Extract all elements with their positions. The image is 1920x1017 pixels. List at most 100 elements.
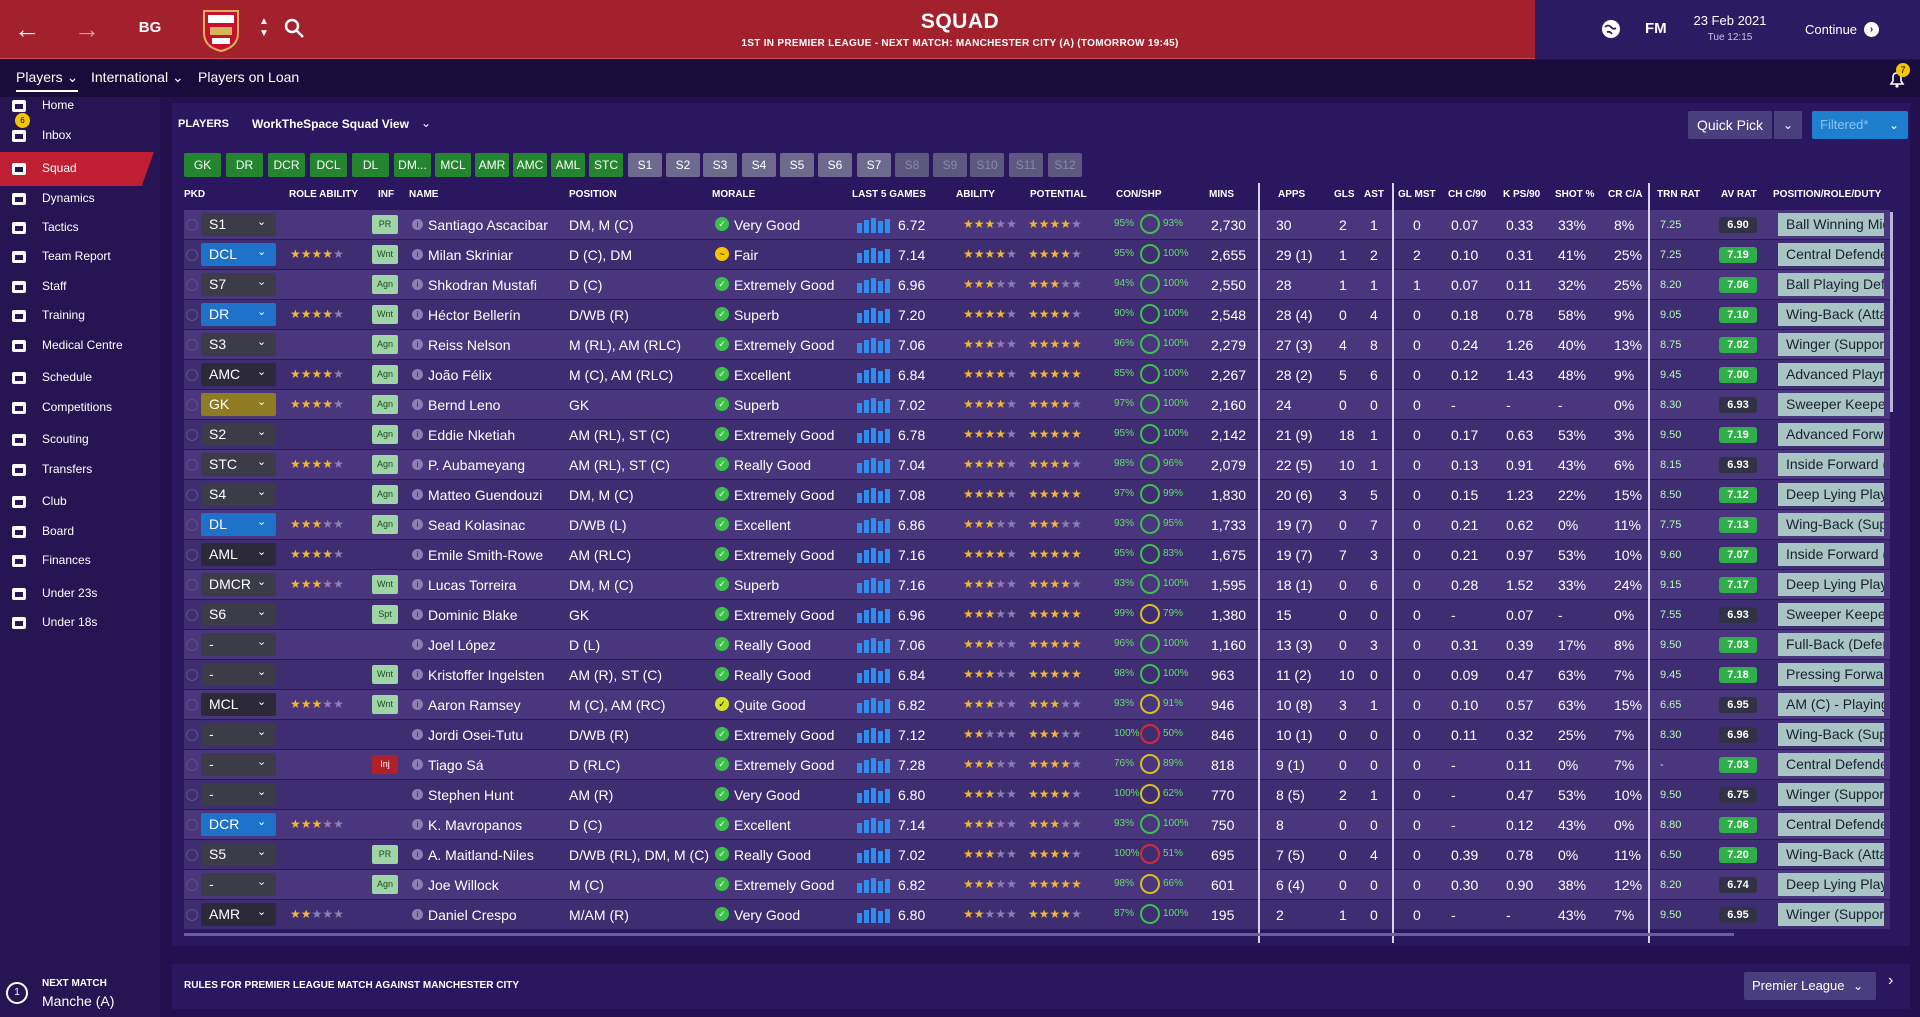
player-name[interactable]: Héctor Bellerín — [428, 307, 521, 323]
pick-checkbox[interactable] — [186, 549, 198, 561]
column-header-ability[interactable]: ABILITY — [956, 189, 995, 200]
sidebar-item-home[interactable]: Home — [0, 89, 160, 123]
pkd-select[interactable]: - ⌄ — [201, 783, 276, 806]
league-selector[interactable]: Premier League — [1744, 972, 1876, 1000]
table-row[interactable]: - ⌄ i Stephen Hunt AM (R) Very Good 6.80 770 8 (… — [184, 780, 1890, 809]
player-name[interactable]: Milan Skriniar — [428, 247, 513, 263]
role-duty-select[interactable]: Central Defender — [1778, 813, 1884, 836]
column-header-ast[interactable]: AST — [1364, 189, 1384, 200]
tab-players[interactable]: Players ⌄ — [16, 69, 79, 92]
player-name[interactable]: Jordi Osei-Tutu — [428, 727, 524, 743]
info-icon[interactable]: i — [412, 909, 423, 920]
table-row[interactable]: AMR ⌄ ★★★★★ i Daniel Crespo M/AM (R) Very Good… — [184, 900, 1890, 929]
role-duty-select[interactable]: AM (C) - Playing — [1778, 693, 1884, 716]
pkd-select[interactable]: - ⌄ — [201, 873, 276, 896]
pick-checkbox[interactable] — [186, 699, 198, 711]
manager-initials[interactable]: BG — [138, 19, 162, 36]
position-filter-amr[interactable]: AMR — [475, 153, 509, 177]
club-switch-icon[interactable]: ▲ ▼ — [259, 16, 269, 39]
table-row[interactable]: S5 ⌄ PR i A. Maitland-Niles D/WB (RL), DM, M … — [184, 840, 1890, 869]
position-filter-s10[interactable]: S10 — [970, 153, 1004, 177]
pkd-select[interactable]: S4 ⌄ — [201, 483, 276, 506]
table-row[interactable]: - ⌄ i Joel López D (L) Really Good 7.06 1,160 13… — [184, 630, 1890, 659]
player-name[interactable]: Santiago Ascacibar — [428, 217, 548, 233]
sidebar-item-under-18s[interactable]: Under 18s — [0, 606, 160, 640]
table-row[interactable]: S6 ⌄ Spt i Dominic Blake GK Extremely Good 6.96… — [184, 600, 1890, 629]
table-row[interactable]: S3 ⌄ Agn i Reiss Nelson M (RL), AM (RLC) Extre… — [184, 330, 1890, 359]
position-filter-s12[interactable]: S12 — [1048, 153, 1082, 177]
role-duty-select[interactable]: Wing-Back (Support) — [1778, 723, 1884, 746]
sidebar-item-dynamics[interactable]: Dynamics — [0, 182, 160, 216]
fm-menu-button[interactable]: FM — [1645, 20, 1667, 37]
continue-button[interactable]: Continue — [1805, 22, 1858, 37]
pkd-select[interactable]: - ⌄ — [201, 663, 276, 686]
horizontal-scrollbar[interactable] — [184, 933, 1734, 936]
column-header-av-rat[interactable]: AV RAT — [1721, 189, 1757, 200]
pkd-select[interactable]: DR ⌄ — [201, 303, 276, 326]
role-duty-select[interactable]: Advanced Playmaker — [1778, 363, 1884, 386]
info-icon[interactable]: i — [412, 819, 423, 830]
position-filter-s4[interactable]: S4 — [742, 153, 776, 177]
pick-checkbox[interactable] — [186, 579, 198, 591]
info-icon[interactable]: i — [412, 609, 423, 620]
sidebar-item-team-report[interactable]: Team Report — [0, 240, 160, 274]
pkd-select[interactable]: S5 ⌄ — [201, 843, 276, 866]
pkd-select[interactable]: S3 ⌄ — [201, 333, 276, 356]
position-filter-amc[interactable]: AMC — [513, 153, 547, 177]
position-filter-s7[interactable]: S7 — [857, 153, 891, 177]
column-header-gls[interactable]: GLS — [1334, 189, 1355, 200]
continue-arrow-icon[interactable]: › — [1864, 22, 1879, 37]
pick-checkbox[interactable] — [186, 249, 198, 261]
column-header-apps[interactable]: APPS — [1278, 189, 1306, 200]
role-duty-select[interactable]: Deep Lying Playmaker — [1778, 573, 1884, 596]
forward-button[interactable]: → — [74, 14, 100, 44]
chevron-down-icon[interactable]: ⌄ — [1888, 118, 1900, 132]
info-icon[interactable]: i — [412, 669, 423, 680]
pick-checkbox[interactable] — [186, 339, 198, 351]
chevron-right-icon[interactable]: › — [1888, 972, 1894, 989]
info-icon[interactable]: i — [412, 729, 423, 740]
player-name[interactable]: Eddie Nketiah — [428, 427, 516, 443]
role-duty-select[interactable]: Ball Playing Defender — [1778, 273, 1884, 296]
table-row[interactable]: MCL ⌄ ★★★★★ Wnt i Aaron Ramsey M (C), AM (RC) Q… — [184, 690, 1890, 719]
position-filter-dcr[interactable]: DCR — [268, 153, 305, 177]
table-row[interactable]: S4 ⌄ Agn i Matteo Guendouzi DM, M (C) Extremel… — [184, 480, 1890, 509]
player-name[interactable]: João Félix — [428, 367, 492, 383]
pick-checkbox[interactable] — [186, 759, 198, 771]
table-row[interactable]: S1 ⌄ PR i Santiago Ascacibar DM, M (C) Very Go… — [184, 210, 1890, 239]
pkd-select[interactable]: AML ⌄ — [201, 543, 276, 566]
role-duty-select[interactable]: Inside Forward (Attack) — [1778, 453, 1884, 476]
info-icon[interactable]: i — [412, 309, 423, 320]
role-duty-select[interactable]: Deep Lying Playmaker — [1778, 483, 1884, 506]
inf-badge[interactable]: Agn — [372, 875, 398, 894]
player-name[interactable]: A. Maitland-Niles — [428, 847, 534, 863]
chevron-down-icon[interactable]: ⌄ — [421, 116, 432, 130]
inf-badge[interactable]: Agn — [372, 335, 398, 354]
pkd-select[interactable]: S1 ⌄ — [201, 213, 276, 236]
pkd-select[interactable]: - ⌄ — [201, 753, 276, 776]
pkd-select[interactable]: DCR ⌄ — [201, 813, 276, 836]
player-name[interactable]: Matteo Guendouzi — [428, 487, 543, 503]
position-filter-s9[interactable]: S9 — [933, 153, 967, 177]
player-name[interactable]: Lucas Torreira — [428, 577, 517, 593]
chevron-down-icon[interactable]: ⌄ — [1853, 979, 1864, 993]
column-header-last-5-games[interactable]: LAST 5 GAMES — [852, 189, 926, 200]
position-filter-aml[interactable]: AML — [551, 153, 585, 177]
table-row[interactable]: DCL ⌄ ★★★★★ Wnt i Milan Skriniar D (C), DM Fair… — [184, 240, 1890, 269]
player-name[interactable]: Shkodran Mustafi — [428, 277, 537, 293]
next-match-widget[interactable]: 1 NEXT MATCH Manche (A) — [0, 970, 160, 1017]
position-filter-dcl[interactable]: DCL — [310, 153, 347, 177]
role-duty-select[interactable]: Pressing Forward — [1778, 663, 1884, 686]
role-duty-select[interactable]: Winger (Support) — [1778, 903, 1884, 926]
position-filter-s2[interactable]: S2 — [666, 153, 700, 177]
role-duty-select[interactable]: Advanced Forward — [1778, 423, 1884, 446]
inf-badge[interactable]: Agn — [372, 395, 398, 414]
column-header-con-shp[interactable]: CON/SHP — [1116, 189, 1162, 200]
pick-checkbox[interactable] — [186, 849, 198, 861]
view-selector[interactable]: WorkTheSpace Squad View — [252, 117, 409, 131]
player-name[interactable]: Stephen Hunt — [428, 787, 514, 803]
info-icon[interactable]: i — [412, 339, 423, 350]
inf-badge[interactable]: PR — [372, 845, 398, 864]
pkd-select[interactable]: AMR ⌄ — [201, 903, 276, 926]
sidebar-item-board[interactable]: Board — [0, 515, 160, 549]
